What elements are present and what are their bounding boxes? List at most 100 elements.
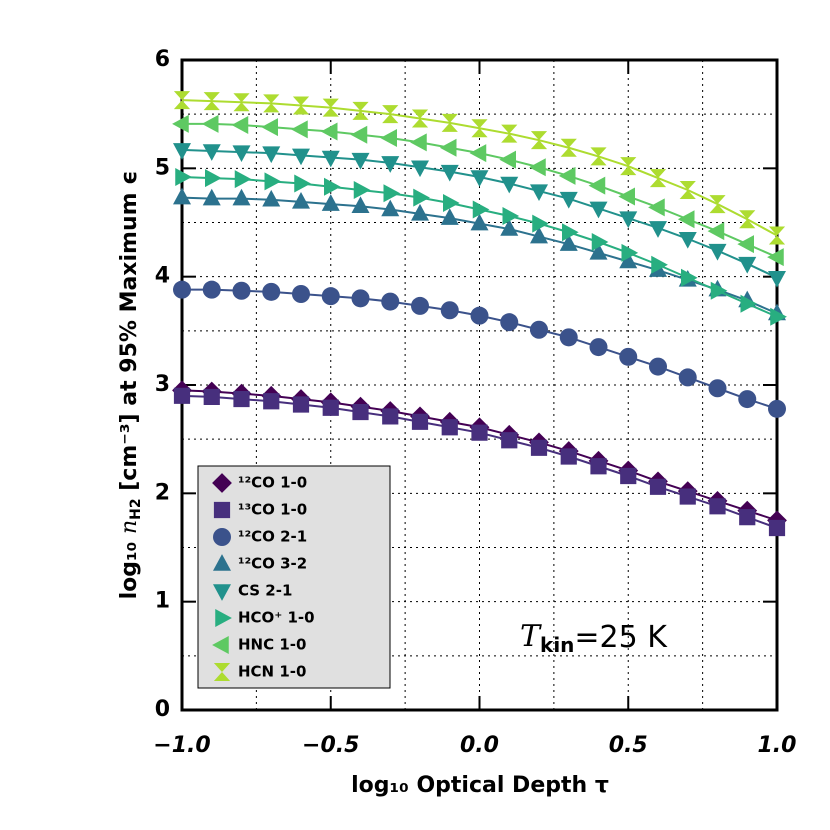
marker — [589, 338, 608, 357]
marker — [411, 413, 429, 430]
marker — [292, 285, 310, 303]
marker — [621, 243, 639, 262]
marker — [201, 114, 219, 133]
marker — [443, 194, 460, 212]
marker — [559, 328, 578, 347]
legend-label: ¹²CO 2-1 — [238, 528, 307, 546]
y-label-part: H2 — [128, 498, 144, 519]
marker — [619, 211, 638, 229]
marker — [441, 113, 458, 132]
marker — [352, 403, 369, 421]
marker — [649, 478, 667, 495]
marker — [263, 94, 280, 113]
marker — [502, 207, 520, 225]
marker — [620, 467, 637, 485]
marker — [232, 145, 251, 162]
annotation-text: =25 K — [574, 620, 668, 655]
marker — [381, 292, 400, 311]
x-tick-label: 0.0 — [460, 733, 499, 758]
marker — [471, 424, 488, 441]
marker — [231, 116, 249, 134]
marker — [175, 168, 192, 186]
marker — [262, 189, 281, 207]
marker — [322, 399, 339, 416]
y-tick-label: 1 — [155, 589, 170, 614]
marker — [380, 129, 397, 147]
marker — [470, 170, 489, 187]
marker — [590, 147, 607, 166]
marker — [679, 181, 696, 199]
marker — [589, 242, 608, 260]
annotation: Tkin=25 K — [520, 619, 668, 657]
marker — [737, 235, 754, 254]
marker — [202, 144, 221, 161]
marker — [264, 172, 282, 191]
marker — [768, 271, 786, 288]
x-axis-label: log₁₀ Optical Depth τ — [351, 773, 609, 798]
marker — [263, 393, 280, 410]
x-tick-label: 1.0 — [758, 733, 797, 758]
marker — [500, 176, 519, 194]
marker — [470, 306, 489, 325]
marker — [441, 419, 458, 436]
marker — [707, 222, 725, 241]
marker — [203, 92, 220, 111]
marker — [410, 133, 427, 152]
y-tick-label: 4 — [155, 264, 170, 289]
marker — [740, 294, 758, 313]
y-tick-label: 0 — [155, 697, 170, 722]
marker — [173, 280, 191, 299]
marker — [469, 144, 487, 163]
marker — [562, 223, 579, 242]
marker — [470, 213, 489, 231]
marker — [768, 399, 786, 418]
marker — [530, 131, 548, 150]
marker — [232, 188, 251, 206]
legend-marker — [215, 609, 232, 627]
marker — [677, 210, 695, 229]
marker — [172, 114, 189, 133]
marker — [768, 519, 786, 537]
marker — [709, 195, 726, 214]
marker — [530, 184, 548, 201]
marker — [353, 181, 371, 199]
legend-marker — [213, 584, 231, 601]
marker — [590, 458, 607, 475]
marker — [708, 379, 727, 398]
marker — [440, 301, 459, 320]
marker — [619, 251, 638, 269]
marker — [651, 255, 668, 274]
marker — [679, 488, 696, 505]
legend-box — [197, 465, 391, 689]
marker — [710, 281, 728, 300]
legend-marker — [213, 663, 231, 681]
marker — [292, 396, 310, 413]
marker — [411, 109, 429, 128]
marker — [324, 177, 341, 196]
marker — [382, 408, 399, 425]
marker — [202, 280, 221, 299]
marker — [173, 91, 191, 110]
y-label-part: n — [117, 520, 142, 534]
annotation-subscript: kin — [540, 633, 574, 657]
marker — [291, 120, 308, 139]
marker — [560, 448, 577, 465]
legend-label: CS 2-1 — [238, 582, 292, 600]
marker — [383, 184, 401, 203]
y-axis-label: log₁₀ nH2 [cm⁻³] at 95% Maximum ϵ — [117, 171, 144, 600]
marker — [471, 119, 488, 138]
marker — [678, 232, 697, 249]
legend-marker — [213, 554, 231, 571]
marker — [681, 268, 698, 287]
marker — [350, 125, 368, 144]
marker — [588, 176, 606, 195]
marker — [649, 221, 667, 238]
marker — [738, 256, 757, 274]
legend-label: HCN 1-0 — [238, 663, 306, 681]
legend-marker — [213, 501, 231, 519]
marker — [202, 188, 221, 206]
legend: ¹²CO 1-0 ¹³CO 1-0 ¹²CO 2-1 ¹²CO 3-2 CS 2-1 HC… — [197, 465, 391, 689]
marker — [440, 164, 459, 182]
marker — [649, 169, 667, 188]
marker — [530, 439, 548, 456]
